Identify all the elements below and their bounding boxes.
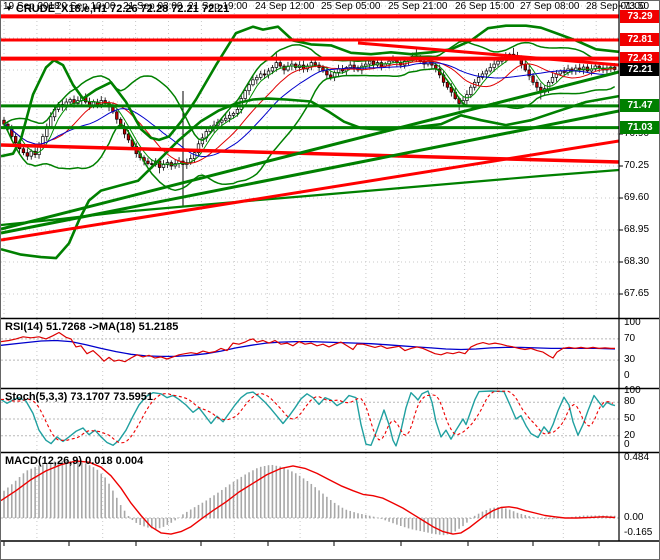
price-axis-label: 70.25 [624,159,650,171]
price-badge-red: 72.81 [620,33,659,47]
time-axis-label: 21 Sep 19:00 [188,1,248,12]
price-axis-label: 73.50 [624,1,650,12]
price-axis-label: 67.65 [624,287,650,299]
price-axis-label: 68.95 [624,223,650,235]
price-badge-red: 72.43 [620,52,659,66]
chart-title-ohlc: 72.26 72.28 72.21 72.21 [110,3,230,15]
stoch-axis-label: 50 [624,413,636,424]
price-badge-green: 71.03 [620,121,659,135]
time-axis-label: 21 Sep 03:00 [123,1,183,12]
time-axis-label: 27 Sep 08:00 [520,1,580,12]
macd-indicator-label: MACD(12,26,9) 0.018 0.004 [5,455,144,467]
macd-panel[interactable] [1,453,619,541]
stoch-axis-label: 20 [624,429,636,441]
rsi-axis-label: 0 [624,370,630,381]
rsi-axis-label: 30 [624,354,636,366]
price-badge-green: 71.47 [620,99,659,113]
main-panel[interactable] [1,1,619,318]
stoch-axis-label: 80 [624,396,636,408]
price-axis-label: 68.30 [624,255,650,267]
rsi-axis-label: 100 [624,317,641,328]
time-axis-label: 28 Sep 01:00 [586,1,646,12]
price-axis-label: 69.60 [624,191,650,203]
rsi-panel[interactable] [1,319,619,389]
macd-axis-label: -0.165 [624,527,653,538]
time-axis-label: 20 Sep 10:00 [56,1,116,12]
price-badge-red: 73.29 [620,9,659,23]
time-axis-label: 25 Sep 21:00 [388,1,448,12]
rsi-indicator-label: RSI(14) 51.7268 ->MA(18) 51.2185 [5,321,179,333]
time-axis-label: 24 Sep 12:00 [255,1,315,12]
chart-title-symbol: CRUDE_X18.e,H1 [15,3,108,15]
stoch-panel[interactable] [1,389,619,453]
stoch-axis-label: 100 [624,385,641,396]
time-axis-label: 25 Sep 05:00 [321,1,381,12]
macd-axis-label: 0.484 [624,451,650,463]
chart-title: ▼ CRUDE_X18.e,H1 72.26 72.28 72.21 72.21 [5,3,229,15]
macd-histogram [3,460,616,536]
macd-axis-label: 0.00 [624,512,644,523]
symbol-dropdown-icon[interactable]: ▼ [5,4,13,13]
price-badge-black: 72.21 [620,63,659,76]
stoch-axis-label: 0 [624,439,630,450]
time-axis-label: 26 Sep 15:00 [455,1,515,12]
time-axis-label: 19 Sep 2018 [3,1,60,12]
stoch-indicator-label: Stoch(5,3,3) 73.1707 73.5951 [5,391,153,403]
rsi-axis-label: 70 [624,332,636,344]
